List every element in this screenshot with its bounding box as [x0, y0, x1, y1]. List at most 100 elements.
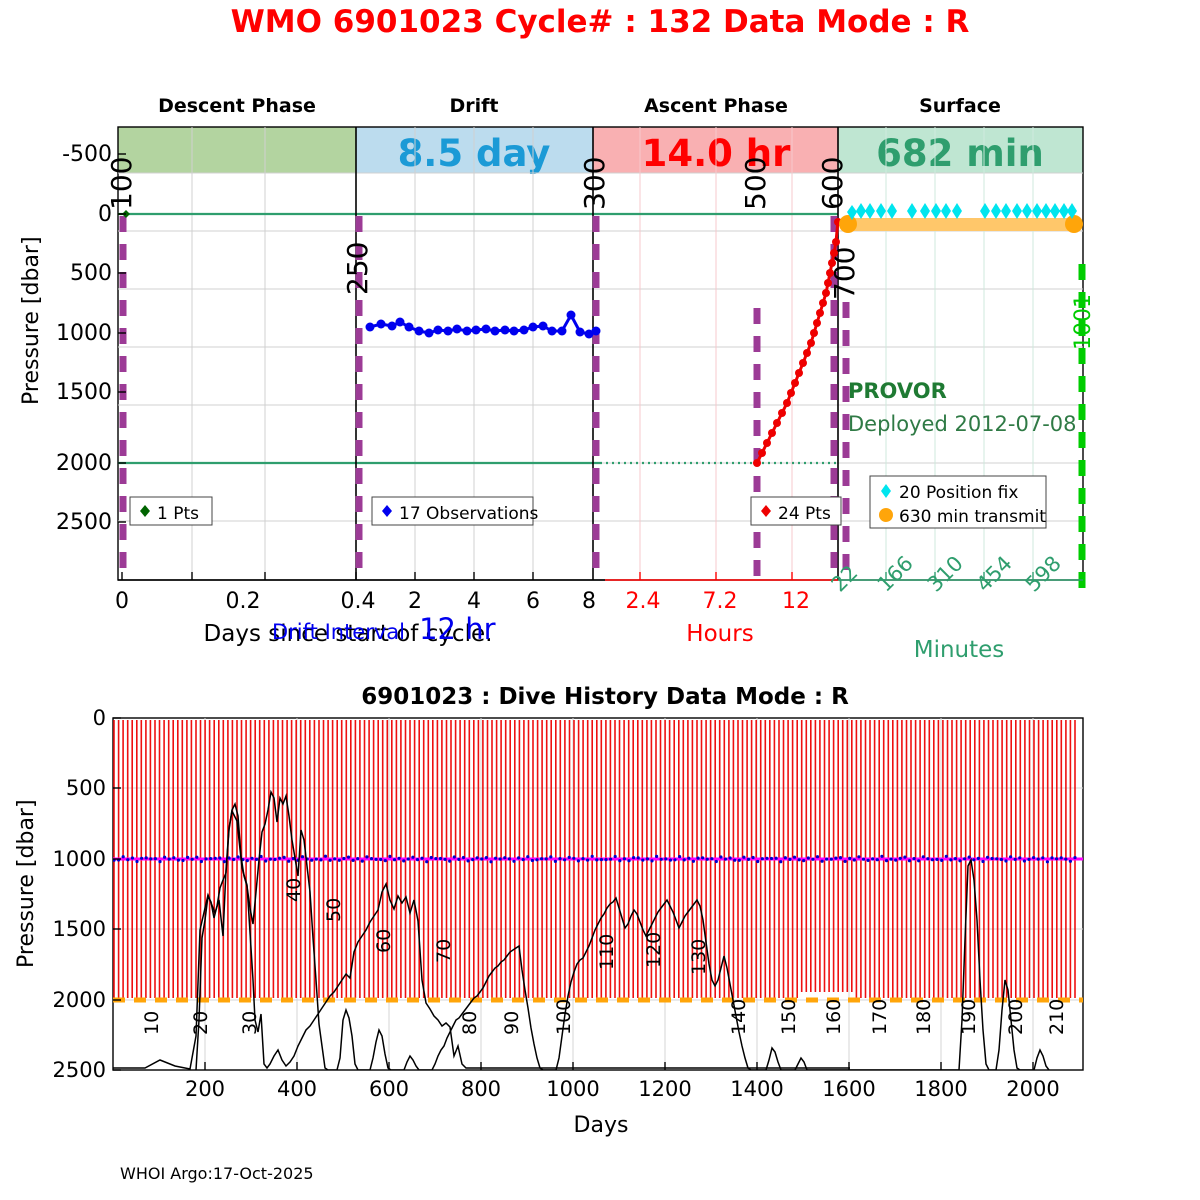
park-pressure-point: [484, 856, 488, 860]
park-pressure-point: [512, 859, 516, 863]
park-pressure-point: [443, 857, 447, 861]
park-pressure-point: [760, 857, 764, 861]
park-pressure-point: [204, 857, 208, 861]
xtick-days-5: 6: [526, 589, 540, 614]
park-pressure-point: [673, 858, 677, 862]
park-pressure-point: [774, 856, 778, 860]
cycle-number-label-80: 80: [459, 1011, 481, 1035]
park-pressure-point: [751, 855, 755, 860]
drift-interval-label: Drift Interval: [272, 620, 405, 644]
park-pressure-point: [586, 858, 590, 862]
bottom-xtick-4: 1000: [546, 1077, 599, 1101]
cycle-number-label-30: 30: [239, 1011, 261, 1035]
park-pressure-point: [411, 855, 415, 859]
park-pressure-point: [153, 857, 157, 861]
park-pressure-point: [834, 856, 838, 860]
legend-drift: 17 Observations: [371, 496, 539, 526]
park-pressure-point: [388, 854, 392, 858]
park-pressure-point: [1027, 857, 1031, 861]
cycle-number-label-150: 150: [778, 999, 800, 1035]
park-pressure-point: [907, 859, 912, 863]
event-marker-label-300: 300: [578, 157, 611, 210]
footer-credit: WHOI Argo:17-Oct-2025: [120, 1164, 314, 1183]
park-pressure-point: [981, 859, 985, 864]
park-pressure-point: [917, 859, 921, 863]
park-pressure-point: [158, 860, 162, 864]
park-pressure-point: [438, 856, 443, 861]
park-pressure-point: [167, 857, 171, 861]
park-pressure-point: [144, 856, 148, 860]
park-pressure-point: [1041, 856, 1045, 860]
park-pressure-point: [342, 856, 346, 861]
park-pressure-point: [838, 856, 843, 860]
event-marker-label-1001: 1001: [1071, 294, 1096, 350]
park-pressure-point: [746, 857, 751, 861]
xtick-minutes-1: 166: [873, 551, 918, 596]
phase-title-descent: Descent Phase: [158, 95, 316, 117]
park-pressure-point: [195, 855, 199, 859]
park-pressure-point: [645, 857, 650, 861]
legend-drift-label: 17 Observations: [399, 504, 539, 524]
park-pressure-point: [976, 856, 981, 860]
park-pressure-point: [701, 856, 705, 860]
park-pressure-point: [406, 857, 410, 861]
park-pressure-point: [457, 857, 461, 861]
cycle-number-label-200: 200: [1005, 999, 1027, 1035]
event-marker-label-600: 600: [816, 157, 849, 210]
park-pressure-point: [990, 856, 994, 861]
park-pressure-point: [383, 859, 387, 863]
park-pressure-point: [323, 854, 328, 858]
park-pressure-point: [967, 855, 971, 859]
cycle-number-label-10: 10: [141, 1011, 163, 1035]
park-pressure-point: [310, 858, 314, 862]
bottom-xtick-9: 2000: [1006, 1077, 1059, 1101]
park-pressure-point: [792, 855, 797, 859]
xaxis-days-title: Days since start of cycle.: [204, 621, 493, 647]
float-model-label: PROVOR: [848, 379, 947, 403]
park-pressure-point: [829, 857, 833, 861]
park-pressure-point: [507, 857, 511, 861]
park-pressure-point: [650, 859, 654, 863]
cycle-number-label-100: 100: [553, 999, 575, 1035]
park-pressure-point: [714, 859, 718, 864]
park-pressure-point: [797, 858, 801, 862]
park-pressure-point: [126, 858, 130, 862]
bottom-xtick-labels: 200 400 600 800 1000 1200 1400 1600 1800 2000: [185, 1077, 1060, 1101]
park-pressure-point: [581, 857, 585, 861]
park-pressure-point: [245, 859, 249, 863]
park-pressure-point: [898, 856, 902, 860]
top-xaxis-ticks: [121, 572, 1034, 580]
park-pressure-point: [227, 856, 231, 860]
park-pressure-point: [678, 855, 682, 859]
park-pressure-point: [135, 859, 139, 864]
park-pressure-point: [471, 858, 475, 862]
park-pressure-point: [489, 860, 493, 864]
park-pressure-point: [590, 854, 594, 858]
cycle-number-label-170: 170: [869, 999, 891, 1035]
top-ytick-3: 1000: [56, 321, 112, 346]
park-pressure-point: [360, 859, 364, 863]
park-pressure-point: [733, 858, 737, 862]
park-pressure-point: [273, 857, 277, 862]
park-pressure-point: [861, 857, 866, 861]
park-pressure-point: [466, 859, 470, 863]
park-pressure-point: [1064, 857, 1068, 861]
park-pressure-point: [783, 856, 787, 860]
phase-band-descent: [118, 127, 356, 173]
cycle-number-labels: 10 20 30 40 50 60 70 80 90 100 110 120 130 140 150 160 1…: [141, 878, 1068, 1035]
park-pressure-point: [314, 857, 318, 861]
park-pressure-point: [1050, 856, 1054, 860]
transmit-end-marker: [1065, 215, 1083, 233]
bottom-panel-chart: 6901023 : Dive History Data Mode : R: [14, 684, 1084, 1138]
cycle-number-label-60: 60: [373, 929, 395, 953]
park-pressure-point: [540, 857, 544, 861]
legend-descent: 1 Pts: [129, 496, 213, 526]
bottom-ytick-3: 1500: [53, 917, 106, 941]
park-pressure-point: [705, 857, 709, 861]
park-pressure-point: [926, 857, 930, 861]
xaxis-hours-title: Hours: [686, 621, 753, 647]
park-pressure-point: [894, 858, 898, 862]
park-pressure-point: [825, 857, 829, 861]
park-pressure-point: [1018, 856, 1022, 860]
park-pressure-point: [328, 858, 332, 862]
